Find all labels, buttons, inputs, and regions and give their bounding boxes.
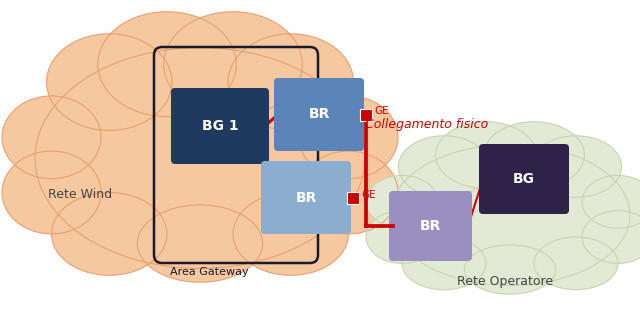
Ellipse shape: [398, 136, 490, 197]
Ellipse shape: [2, 151, 101, 234]
Ellipse shape: [164, 12, 302, 117]
Text: BR: BR: [308, 108, 330, 121]
Text: BR: BR: [295, 191, 317, 204]
FancyBboxPatch shape: [479, 144, 569, 214]
Text: BG 1: BG 1: [202, 119, 238, 133]
Text: Rete Operatore: Rete Operatore: [457, 275, 553, 289]
Ellipse shape: [582, 175, 640, 228]
Ellipse shape: [47, 34, 172, 130]
FancyBboxPatch shape: [261, 161, 351, 234]
Ellipse shape: [484, 122, 584, 188]
Ellipse shape: [299, 96, 398, 179]
Text: GE: GE: [361, 189, 376, 199]
FancyBboxPatch shape: [360, 109, 372, 120]
Text: Rete Wind: Rete Wind: [48, 188, 112, 202]
Ellipse shape: [402, 237, 486, 290]
Ellipse shape: [98, 12, 236, 117]
Ellipse shape: [366, 211, 438, 263]
FancyBboxPatch shape: [171, 88, 269, 164]
Ellipse shape: [390, 144, 630, 285]
Ellipse shape: [138, 205, 262, 282]
Ellipse shape: [465, 245, 556, 294]
Ellipse shape: [531, 136, 621, 197]
Ellipse shape: [582, 211, 640, 263]
Text: BG: BG: [513, 172, 535, 186]
Ellipse shape: [366, 175, 438, 228]
Ellipse shape: [35, 48, 365, 268]
Ellipse shape: [233, 193, 349, 275]
Ellipse shape: [534, 237, 618, 290]
Ellipse shape: [2, 96, 101, 179]
Text: Area Gateway: Area Gateway: [170, 267, 248, 277]
FancyBboxPatch shape: [347, 192, 359, 203]
Text: GE: GE: [374, 106, 388, 116]
FancyBboxPatch shape: [389, 191, 472, 261]
Ellipse shape: [51, 193, 167, 275]
Ellipse shape: [436, 122, 536, 188]
Text: Collegamento fisico: Collegamento fisico: [365, 118, 488, 131]
Ellipse shape: [299, 151, 398, 234]
Ellipse shape: [228, 34, 353, 130]
FancyBboxPatch shape: [274, 78, 364, 151]
Text: BR: BR: [420, 219, 441, 233]
